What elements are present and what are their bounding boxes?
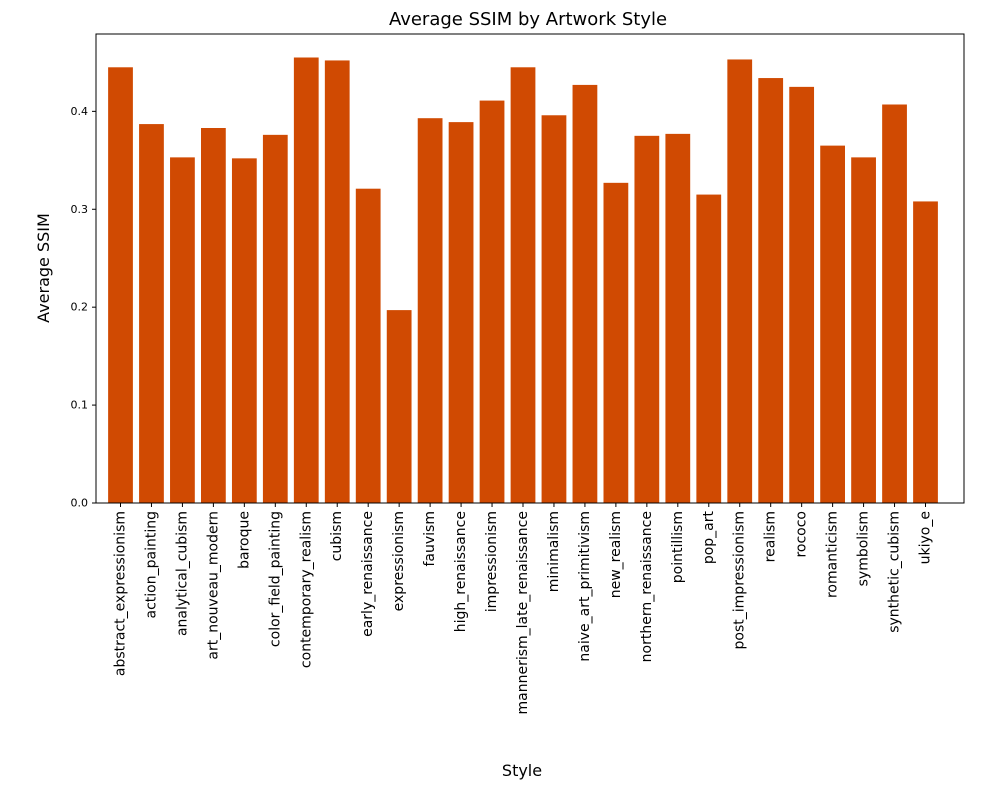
x-tick-label: northern_renaissance <box>639 511 655 662</box>
bar-contemporary-realism <box>293 57 319 503</box>
y-axis-label: Average SSIM <box>34 213 53 323</box>
x-tick-label: abstract_expressionism <box>113 511 129 676</box>
x-tick-label: symbolism <box>856 511 872 586</box>
bar-color-field-painting <box>262 134 288 503</box>
bar-realism <box>758 78 784 503</box>
x-tick-label: color_field_painting <box>267 511 283 647</box>
y-tick-label: 0.4 <box>71 105 89 118</box>
bar-minimalism <box>541 115 567 504</box>
bar-ukiyo-e <box>913 201 938 503</box>
x-tick-label: early_renaissance <box>360 511 376 637</box>
bar-fauvism <box>417 118 443 503</box>
x-tick-label: analytical_cubism <box>174 511 190 636</box>
x-tick-label: new_realism <box>608 511 624 598</box>
bars <box>108 57 938 504</box>
y-tick-label: 0.1 <box>71 399 89 412</box>
y-axis: 0.0 0.1 0.2 0.3 0.4 <box>71 105 96 510</box>
x-tick-label: rococo <box>794 511 810 558</box>
bar-abstract-expressionism <box>108 67 133 503</box>
x-tick-label: minimalism <box>546 511 562 592</box>
bar-cubism <box>324 60 350 503</box>
bar-synthetic-cubism <box>882 104 907 503</box>
x-tick-label: post_impressionism <box>732 511 748 649</box>
x-tick-label: cubism <box>329 511 345 561</box>
bar-art-nouveau-modern <box>201 128 226 503</box>
chart-title: Average SSIM by Artwork Style <box>389 9 667 30</box>
bar-post-impressionism <box>727 59 753 504</box>
bar-rococo <box>789 86 815 504</box>
bar-pop-art <box>696 194 722 503</box>
bar-action-painting <box>139 124 164 503</box>
x-tick-label: naive_art_primitivism <box>577 511 593 662</box>
x-tick-label: fauvism <box>422 511 438 567</box>
x-tick-label: impressionism <box>484 511 500 612</box>
bar-analytical-cubism <box>170 157 195 503</box>
x-tick-label: expressionism <box>391 511 407 611</box>
x-axis: abstract_expressionism action_painting ana… <box>113 503 934 714</box>
x-tick-label: realism <box>763 511 779 562</box>
bar-high-renaissance <box>448 122 474 504</box>
bar-new-realism <box>603 182 629 503</box>
bar-symbolism <box>851 157 876 503</box>
x-tick-label: contemporary_realism <box>298 511 314 668</box>
y-tick-label: 0.2 <box>71 301 89 314</box>
y-tick-label: 0.3 <box>71 203 89 216</box>
bar-naive-art-primitivism <box>572 84 598 503</box>
bar-impressionism <box>479 100 505 503</box>
x-tick-label: ukiyo_e <box>918 511 934 564</box>
bar-romanticism <box>820 145 845 503</box>
bar-pointillism <box>665 133 691 503</box>
x-tick-label: art_nouveau_modern <box>205 511 221 660</box>
x-tick-label: pointillism <box>670 511 686 583</box>
bar-mannerism-late-renaissance <box>510 67 536 503</box>
bar-early-renaissance <box>355 188 381 503</box>
x-tick-label: synthetic_cubism <box>887 511 903 633</box>
x-tick-label: baroque <box>236 511 252 569</box>
plot-frame <box>95 33 965 504</box>
bar-northern-renaissance <box>634 135 660 503</box>
x-axis-label: Style <box>502 761 542 780</box>
x-tick-label: romanticism <box>825 511 841 598</box>
y-tick-label: 0.0 <box>71 497 89 510</box>
x-tick-label: pop_art <box>701 510 717 564</box>
bar-baroque <box>231 158 257 503</box>
bar-expressionism <box>386 310 412 503</box>
x-tick-label: mannerism_late_renaissance <box>515 511 531 714</box>
x-tick-label: action_painting <box>143 511 159 618</box>
x-tick-label: high_renaissance <box>453 511 469 632</box>
